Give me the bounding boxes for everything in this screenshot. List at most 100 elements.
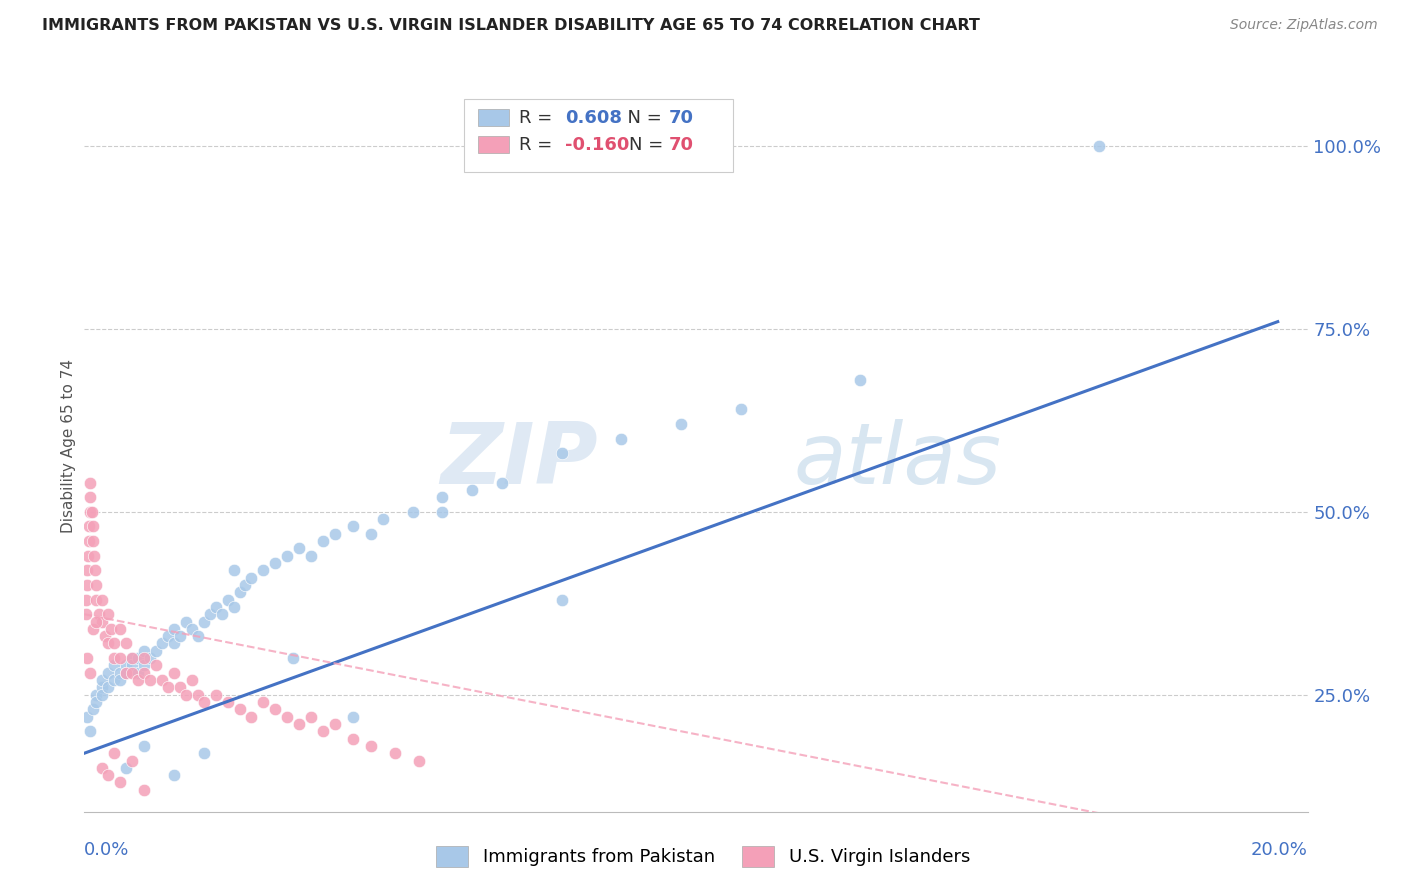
Point (103, 658, 125, 673)
Point (77, 519, 100, 533)
Point (76, 709, 98, 723)
Point (100, 622, 122, 636)
Point (193, 695, 215, 709)
Text: 0.608: 0.608 (565, 109, 621, 127)
Point (408, 754, 430, 768)
Point (103, 651, 125, 665)
Text: IMMIGRANTS FROM PAKISTAN VS U.S. VIRGIN ISLANDER DISABILITY AGE 65 TO 74 CORRELA: IMMIGRANTS FROM PAKISTAN VS U.S. VIRGIN … (42, 18, 980, 33)
Point (228, 702, 250, 716)
Point (360, 739, 382, 753)
Point (127, 651, 149, 665)
Point (610, 432, 633, 446)
Point (132, 644, 155, 658)
FancyBboxPatch shape (478, 136, 509, 153)
Point (79, 490, 101, 504)
Text: 70: 70 (669, 109, 695, 127)
Text: 70: 70 (669, 136, 695, 153)
Point (211, 607, 233, 622)
Point (79, 665, 101, 680)
Y-axis label: Disability Age 65 to 74: Disability Age 65 to 74 (60, 359, 76, 533)
Point (84, 688, 107, 702)
Point (79, 505, 101, 519)
Point (91, 592, 114, 607)
Point (288, 541, 311, 556)
Point (132, 658, 155, 673)
Text: ZIP: ZIP (440, 419, 598, 502)
Point (75, 607, 97, 622)
Point (187, 629, 209, 643)
Point (108, 673, 131, 687)
Point (342, 709, 364, 723)
Point (180, 622, 202, 636)
Point (84, 695, 107, 709)
Point (360, 526, 382, 541)
Point (127, 673, 149, 687)
Point (75, 592, 97, 607)
Point (115, 658, 138, 673)
Point (169, 629, 191, 643)
Point (97, 636, 120, 650)
Point (240, 709, 263, 723)
Point (80, 505, 103, 519)
Text: N =: N = (628, 136, 669, 153)
Point (163, 665, 186, 680)
Point (299, 549, 322, 563)
Point (217, 695, 239, 709)
Point (108, 665, 131, 680)
Point (180, 673, 202, 687)
Point (156, 681, 179, 695)
Point (132, 665, 155, 680)
Point (91, 673, 114, 687)
Point (83, 549, 105, 563)
Point (82, 534, 104, 549)
Point (252, 695, 274, 709)
Point (342, 519, 364, 533)
Text: atlas: atlas (794, 419, 1002, 502)
Point (108, 651, 131, 665)
Point (115, 665, 138, 680)
Point (198, 607, 221, 622)
Text: R =: R = (519, 109, 558, 127)
Point (163, 768, 186, 782)
Point (312, 534, 335, 549)
Point (121, 651, 143, 665)
Point (461, 483, 484, 497)
Point (288, 717, 311, 731)
Point (204, 688, 226, 702)
Text: R =: R = (519, 136, 558, 153)
Point (84, 592, 107, 607)
Text: -0.160: -0.160 (565, 136, 630, 153)
Point (228, 585, 250, 599)
Point (115, 761, 138, 775)
Point (108, 622, 131, 636)
Point (145, 644, 167, 658)
Point (82, 519, 104, 533)
Point (323, 526, 346, 541)
Point (103, 636, 125, 650)
Point (115, 665, 138, 680)
Point (121, 665, 143, 680)
Point (551, 592, 574, 607)
Point (103, 746, 125, 760)
Point (97, 665, 120, 680)
Point (139, 651, 162, 665)
Point (193, 615, 215, 629)
Point (97, 768, 120, 782)
Point (132, 739, 155, 753)
Point (77, 534, 100, 549)
Point (145, 658, 167, 673)
Point (342, 731, 364, 746)
Point (217, 592, 239, 607)
Point (76, 563, 98, 577)
Point (371, 512, 394, 526)
Point (76, 651, 98, 665)
Point (121, 651, 143, 665)
Point (97, 681, 120, 695)
Point (163, 636, 186, 650)
Point (193, 746, 215, 760)
Point (84, 615, 107, 629)
Point (139, 673, 162, 687)
Point (401, 505, 423, 519)
Text: N =: N = (616, 109, 668, 127)
Point (730, 402, 752, 417)
